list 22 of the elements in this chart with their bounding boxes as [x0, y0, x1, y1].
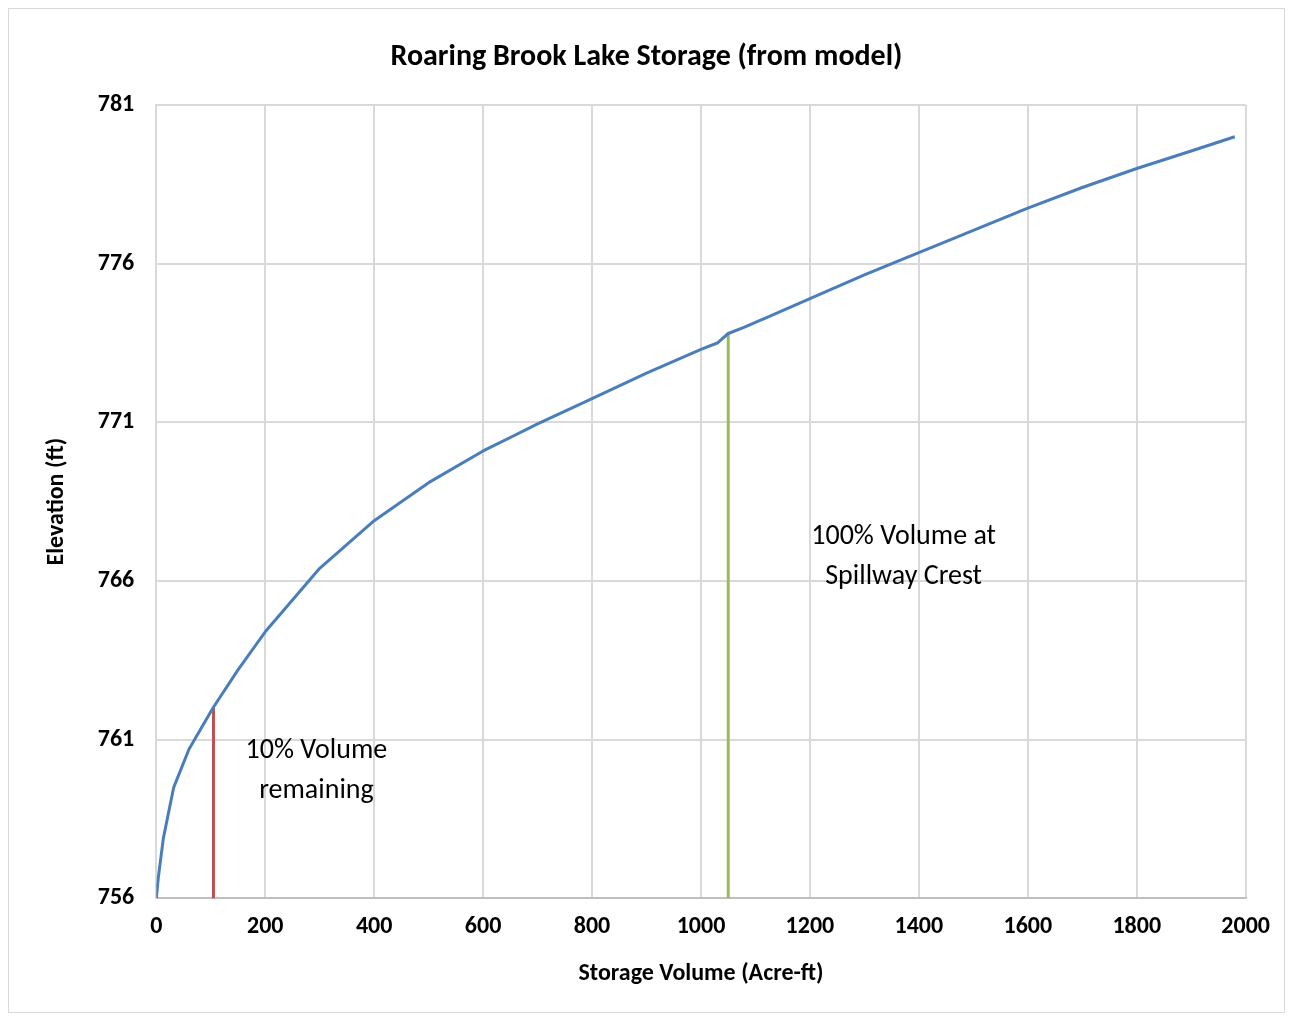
y-tick-label: 776 [97, 246, 135, 276]
y-tick-label: 771 [97, 405, 135, 435]
x-tick-label: 400 [355, 909, 393, 939]
annotation: 10% Volume remaining [245, 731, 388, 807]
x-tick-label: 1400 [894, 909, 944, 939]
x-axis-title: Storage Volume (Acre-ft) [578, 956, 824, 986]
x-tick-label: 1800 [1112, 909, 1162, 939]
y-tick-label: 761 [97, 722, 135, 752]
y-tick-label: 756 [97, 881, 135, 911]
x-tick-label: 200 [246, 909, 284, 939]
y-tick-label: 781 [97, 88, 135, 117]
x-tick-label: 800 [573, 909, 611, 939]
x-tick-label: 1600 [1003, 909, 1053, 939]
y-tick-label: 766 [97, 564, 135, 594]
x-tick-label: 1000 [676, 909, 726, 939]
annotation: 100% Volume at Spillway Crest [811, 517, 996, 593]
chart-title: Roaring Brook Lake Storage (from model) [390, 35, 903, 73]
x-tick-label: 0 [150, 909, 163, 939]
y-axis-title: Elevation (ft) [40, 437, 70, 566]
x-tick-label: 2000 [1221, 909, 1270, 939]
x-tick-label: 1200 [785, 909, 835, 939]
x-tick-label: 600 [464, 909, 502, 939]
